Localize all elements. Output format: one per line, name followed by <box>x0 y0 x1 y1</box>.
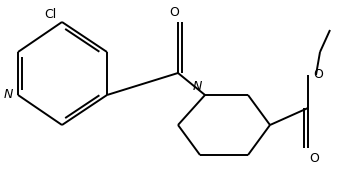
Text: N: N <box>3 88 13 101</box>
Text: O: O <box>169 6 179 19</box>
Text: O: O <box>309 152 319 164</box>
Text: Cl: Cl <box>44 8 56 20</box>
Text: N: N <box>192 81 202 94</box>
Text: O: O <box>313 68 323 81</box>
